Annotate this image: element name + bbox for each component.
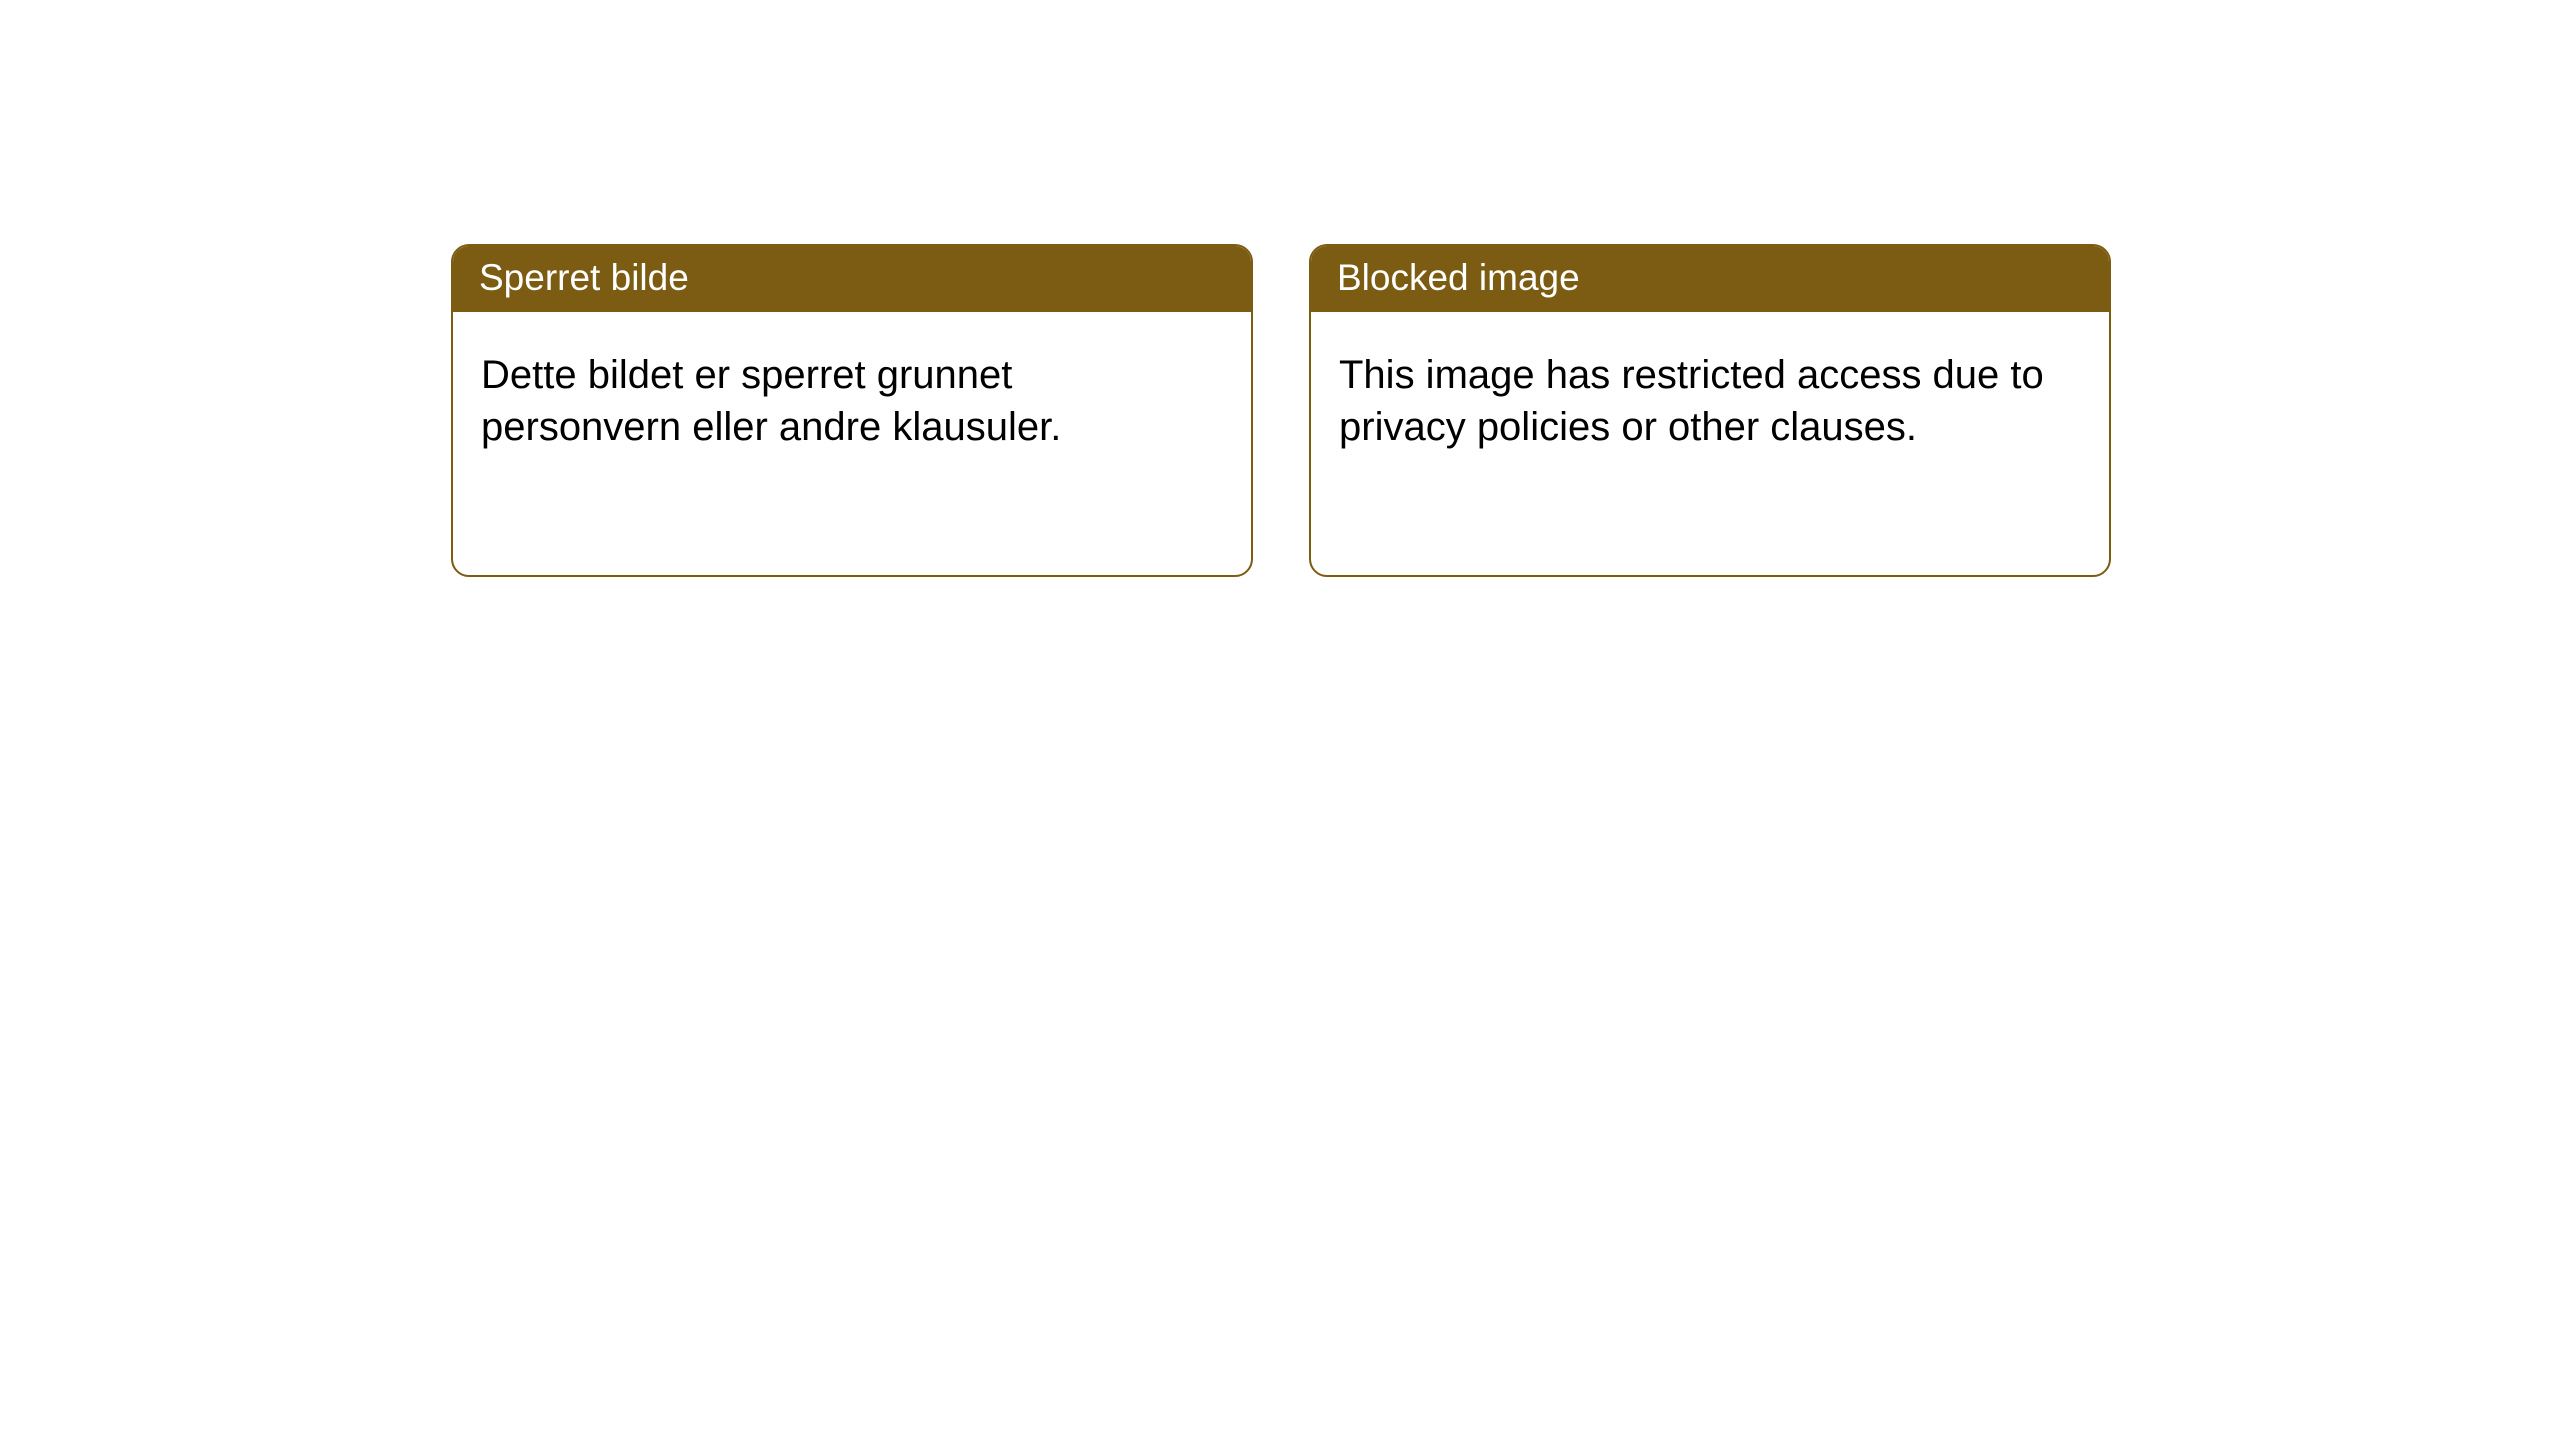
notice-container: Sperret bilde Dette bildet er sperret gr… [0, 0, 2560, 577]
notice-header: Sperret bilde [453, 246, 1251, 312]
notice-body: This image has restricted access due to … [1311, 312, 2109, 490]
notice-card-english: Blocked image This image has restricted … [1309, 244, 2111, 577]
notice-body: Dette bildet er sperret grunnet personve… [453, 312, 1251, 490]
notice-card-norwegian: Sperret bilde Dette bildet er sperret gr… [451, 244, 1253, 577]
notice-header: Blocked image [1311, 246, 2109, 312]
